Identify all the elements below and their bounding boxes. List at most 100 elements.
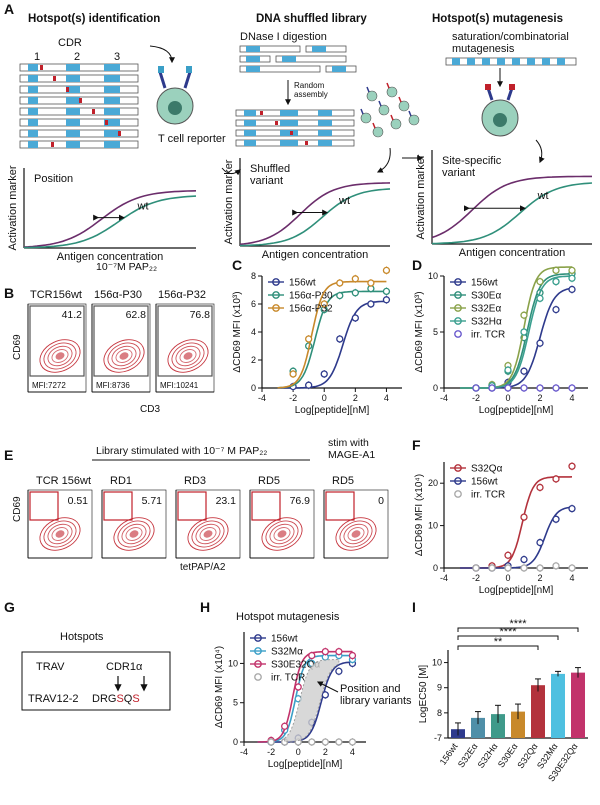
x-category-label: S32Hα: [476, 741, 500, 769]
library-cell-receptor: [360, 108, 364, 115]
y-tick-label: 10: [428, 271, 438, 281]
schematic-curve-position: wt Activation marker Antigen concentration…: [7, 165, 197, 263]
library-cell-receptor: [378, 100, 382, 107]
assembled-mutation: [260, 111, 263, 115]
flow-contour: [51, 527, 69, 541]
flow-percent: 41.2: [62, 309, 83, 321]
data-point: [504, 384, 512, 392]
flow-gate: [251, 491, 281, 521]
y-tick-label: 10: [428, 521, 438, 531]
panelH-annotation: Position and: [340, 683, 401, 695]
t-cell-reporter-icon: [156, 66, 194, 125]
schematic-wt-curve: [431, 182, 593, 245]
flow-contour: [43, 520, 77, 548]
mutation-mark: [53, 76, 56, 81]
cdr-segment: [104, 130, 120, 137]
data-point: [568, 504, 576, 513]
t-cell-reporter-label: T cell reporter: [158, 133, 226, 145]
library-cell-receptor: [386, 82, 390, 89]
library-cell: [366, 90, 378, 102]
assembled-cdr: [318, 130, 332, 136]
data-point: [305, 381, 313, 389]
x-tick-label: -2: [267, 747, 275, 757]
data-point: [308, 651, 316, 660]
data-point: [335, 667, 343, 675]
data-point: [308, 738, 316, 746]
legend-label: 156wt: [471, 278, 498, 289]
x-tick-label: 2: [323, 747, 328, 757]
flow-sample-label: TCR 156wt: [36, 475, 91, 487]
data-point: [336, 279, 344, 287]
data-point: [321, 647, 329, 656]
panel-label-e: E: [4, 447, 13, 463]
cdr-segment: [104, 119, 120, 126]
cdr-segment: [66, 119, 80, 126]
cdr-segment: [104, 97, 120, 104]
flow-contour: [265, 520, 299, 548]
data-point: [320, 370, 328, 378]
library-cell-receptor: [372, 122, 376, 129]
flow-contour: [183, 352, 193, 360]
schematic-xlabel: Antigen concentration: [262, 249, 368, 261]
y-tick-label: 2: [251, 355, 256, 365]
x-tick-label: -4: [440, 573, 448, 583]
library-cell-receptor: [408, 110, 412, 117]
data-point: [520, 367, 528, 375]
y-tick-label: 10: [228, 658, 238, 668]
schematic-ylabel: Activation marker: [415, 154, 427, 239]
library-cell-receptor: [390, 114, 394, 121]
cdr1a-label: CDR1α: [106, 661, 143, 673]
data-point: [382, 287, 391, 296]
flow-contour: [55, 352, 65, 360]
flow-contour: [119, 352, 129, 360]
data-point: [382, 266, 391, 275]
mutagenesis-segment: [497, 58, 505, 65]
data-point: [520, 311, 528, 319]
significance-stars: ****: [509, 618, 527, 630]
x-axis-label: Log[peptide][nM]: [479, 585, 554, 596]
significance-bracket: [457, 627, 579, 632]
legend-label: irr. TCR: [471, 490, 505, 501]
data-point: [552, 266, 560, 275]
panelE-flow-plots: TCR 156wt 0.51 RD1 5.71 RD3 23.1 RD5 76.9 RD5 0: [27, 475, 389, 559]
assembled-cdr: [280, 110, 298, 116]
data-point: [382, 296, 391, 304]
flow-contour: [107, 342, 141, 370]
panelE-ylabel: CD69: [12, 496, 23, 522]
flow-sample-label: RD3: [184, 475, 206, 487]
flow-gate: [157, 305, 213, 377]
data-point: [320, 300, 328, 308]
mutagenesis-segment: [452, 58, 460, 65]
y-tick-label: -7: [434, 733, 442, 743]
bar-S32Eα: [471, 717, 485, 738]
flow-sample-label: 156α-P30: [94, 289, 142, 301]
fit-curve-156α-P30: [277, 290, 387, 389]
library-cell-receptor: [398, 96, 402, 103]
dna-fragment: [239, 45, 301, 53]
trav12-label: TRAV12-2: [28, 693, 79, 705]
flow-contour: [347, 527, 365, 541]
bar-S32Hα: [491, 714, 505, 738]
flow-contour: [191, 520, 225, 548]
assembled-cdr: [280, 140, 298, 146]
legend-label: S32Hα: [471, 317, 502, 328]
legend-marker: [254, 673, 262, 681]
data-point: [504, 366, 512, 374]
data-point: [552, 562, 560, 570]
cdr-segment: [28, 97, 38, 104]
assembled-cdr: [318, 110, 332, 116]
y-axis-label: ΔCD69 MFI (x10³): [232, 291, 243, 372]
flow-contour: [103, 339, 145, 373]
data-point: [281, 722, 289, 730]
flow-percent: 76.9: [290, 495, 311, 507]
panelB-header: 10⁻⁷M PAP₂₂: [96, 261, 157, 273]
mutation-mark: [118, 131, 121, 136]
cdr-segment: [66, 141, 80, 148]
mutagenesis-sequence-bar: [445, 57, 577, 66]
flow-percent: 76.8: [190, 309, 211, 321]
mutagenesis-segment: [527, 58, 535, 65]
flow-contour: [277, 530, 287, 538]
flow-contour: [47, 345, 73, 367]
dnase-label: DNase I digestion: [240, 31, 327, 43]
